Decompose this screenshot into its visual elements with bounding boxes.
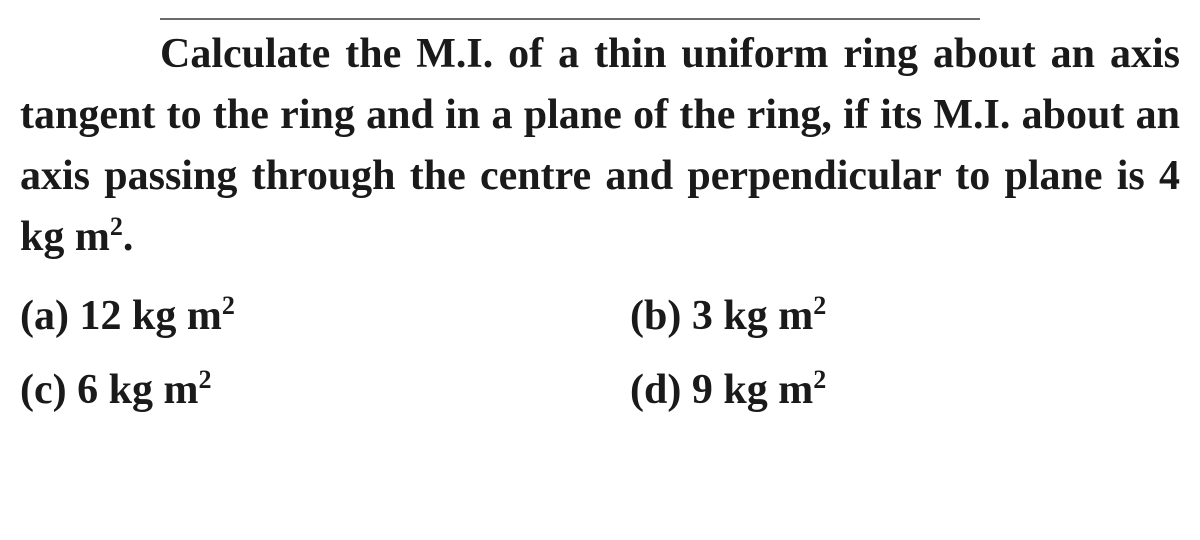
option-a: (a) 12 kg m2	[20, 286, 570, 347]
question-page: Calculate the M.I. of a thin uniform rin…	[0, 0, 1200, 441]
question-text: Calculate the M.I. of a thin uniform rin…	[20, 24, 1180, 268]
option-b: (b) 3 kg m2	[630, 286, 1180, 347]
option-d: (d) 9 kg m2	[630, 360, 1180, 421]
options-grid: (a) 12 kg m2 (b) 3 kg m2 (c) 6 kg m2 (d)…	[20, 286, 1180, 422]
top-rule	[160, 18, 980, 20]
option-c: (c) 6 kg m2	[20, 360, 570, 421]
